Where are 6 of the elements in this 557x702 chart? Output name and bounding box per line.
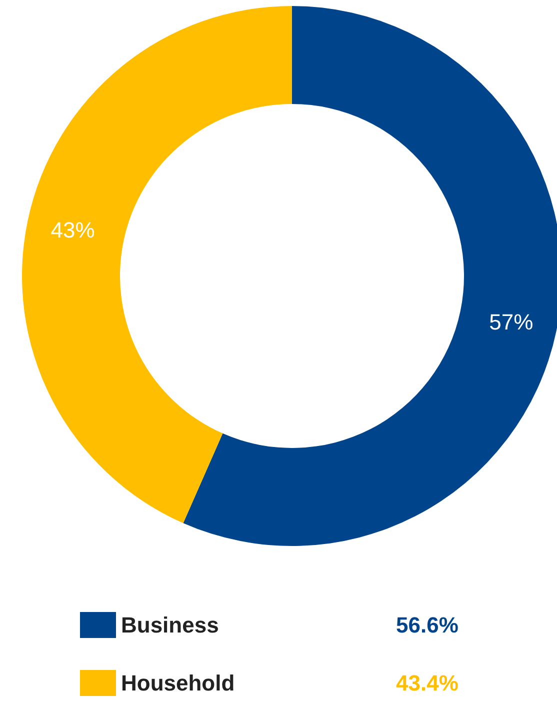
legend-label: Household <box>121 670 235 696</box>
data-label: 43% <box>50 217 95 242</box>
text: 43.4% <box>396 670 458 696</box>
text: 56.6% <box>396 612 458 638</box>
data-label: 57% <box>489 310 534 335</box>
legend-label: Business <box>121 612 219 638</box>
